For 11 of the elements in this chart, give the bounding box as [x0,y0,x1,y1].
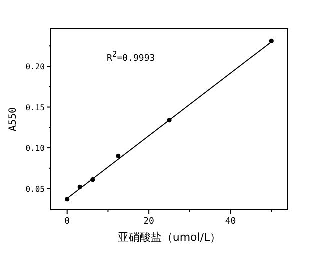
point [116,154,121,158]
y-tick-label: 0.15 [26,103,46,112]
annotation: R$^{2}$=0.9993 [107,50,156,64]
y-tick-label: 0.20 [26,62,46,72]
y-axis-title: A550 [8,107,19,132]
y-tick-label: 0.10 [26,144,46,154]
x-tick-label: 0 [64,217,70,227]
x-tick-label: 40 [225,217,236,227]
y-tick-label: 0.05 [26,184,46,194]
x-tick-label: 20 [144,217,154,227]
x-axis-title: 亚硝酸盐（umol/L） [118,231,222,244]
